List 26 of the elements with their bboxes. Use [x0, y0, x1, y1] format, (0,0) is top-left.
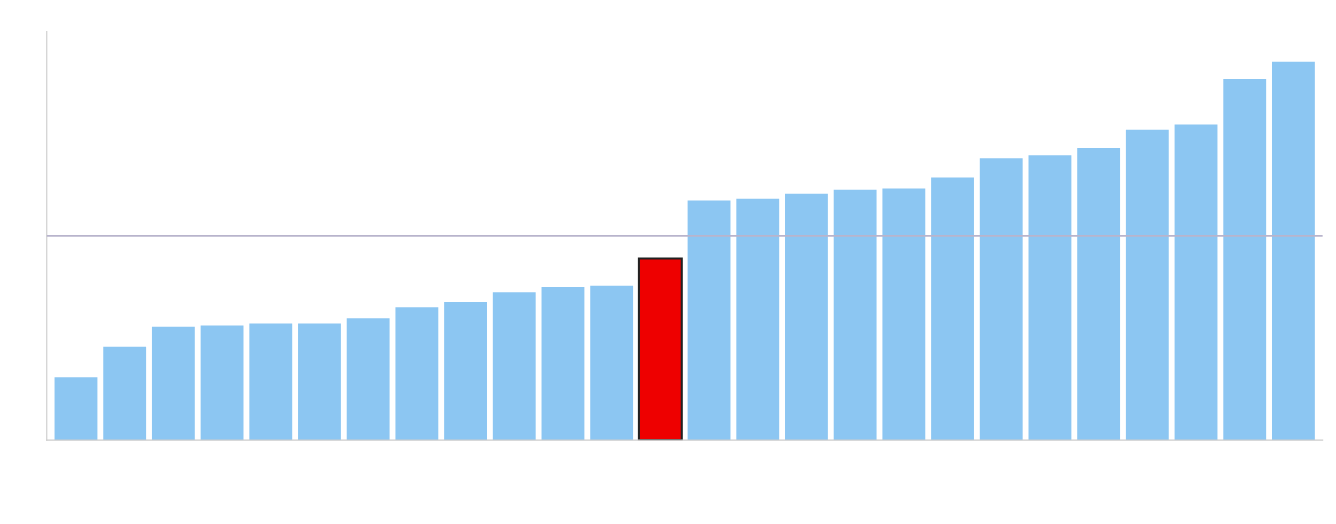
bar: [444, 302, 487, 441]
bar: [882, 188, 926, 441]
bar: [687, 200, 731, 441]
bar: [590, 285, 634, 441]
bar: [1125, 129, 1169, 441]
bar: [785, 193, 828, 441]
bar: [833, 189, 877, 441]
bar: [54, 377, 98, 441]
bar: [736, 198, 780, 441]
bar: [1028, 155, 1072, 441]
bar: [200, 325, 244, 441]
bar: [151, 326, 195, 441]
bar: [395, 307, 439, 441]
bar: [298, 323, 341, 441]
bar: [637, 257, 683, 441]
bar: [1223, 79, 1267, 441]
bar: [541, 286, 585, 441]
bar: [492, 292, 536, 441]
bar: [979, 158, 1023, 441]
bar: [931, 177, 974, 441]
bar: [346, 318, 390, 441]
bar: [103, 346, 147, 441]
bar: [1174, 124, 1218, 441]
bar: [1077, 148, 1121, 441]
bar: [1271, 61, 1315, 441]
bar: [249, 323, 293, 441]
